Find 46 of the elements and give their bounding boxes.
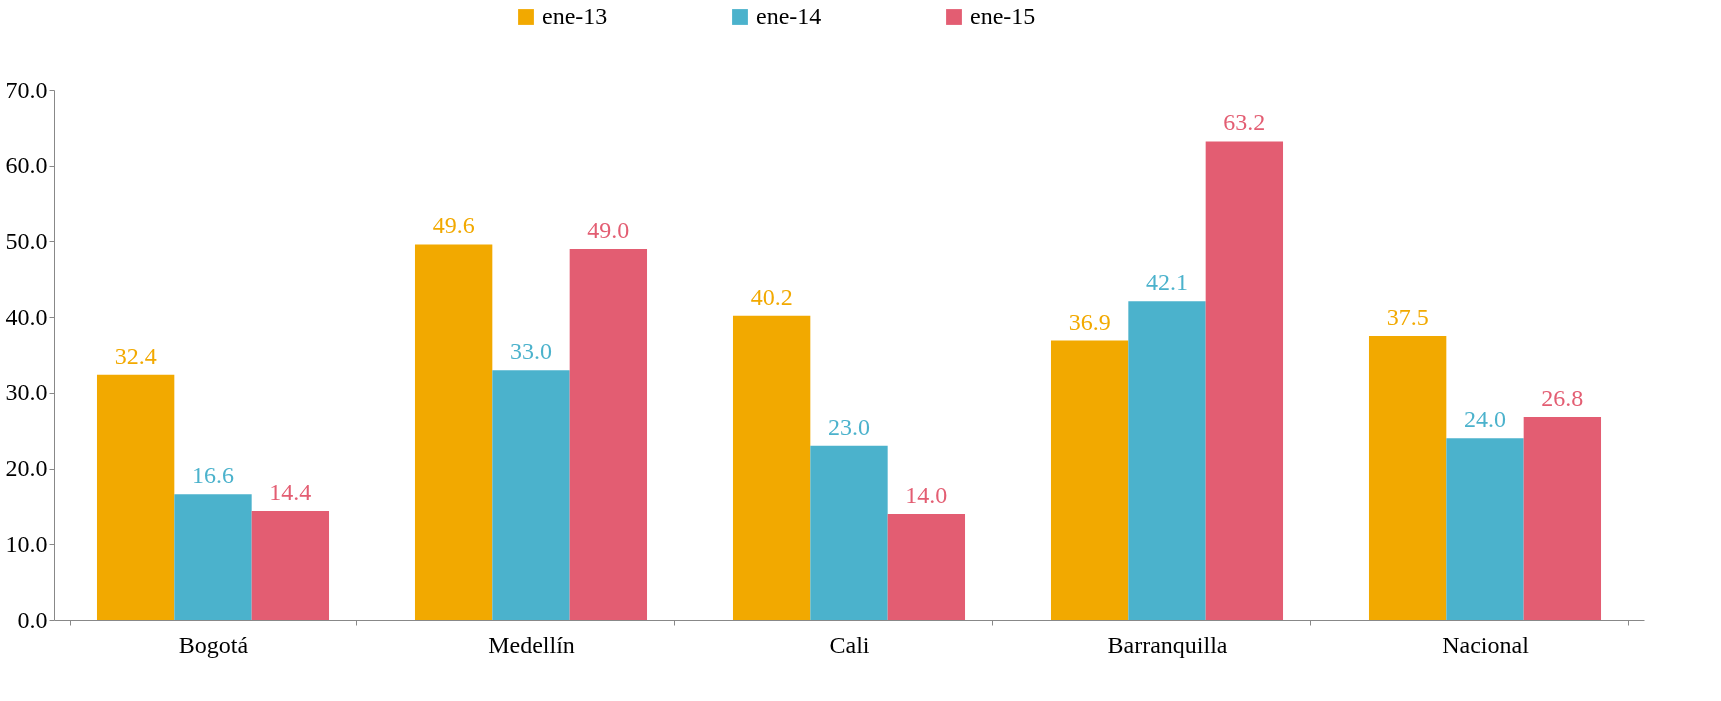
y-tick-label: 40.0	[5, 303, 48, 330]
bar	[414, 244, 493, 620]
legend-label: ene-13	[542, 3, 608, 29]
legend-label: ene-15	[970, 3, 1036, 29]
y-tick-label: 10.0	[5, 530, 48, 557]
data-label: 26.8	[1541, 385, 1584, 412]
y-tick-label: 60.0	[5, 152, 48, 179]
data-label: 23.0	[828, 413, 870, 440]
bar	[251, 510, 330, 620]
y-tick-label: 70.0	[5, 76, 48, 103]
data-label: 16.6	[192, 462, 234, 489]
bar	[732, 315, 811, 620]
data-label: 49.6	[432, 212, 475, 239]
x-tick-label: Barranquilla	[1107, 631, 1228, 658]
data-label: 49.0	[587, 217, 630, 243]
y-tick-label: 30.0	[5, 379, 48, 406]
bar	[1050, 340, 1129, 620]
y-tick-label: 20.0	[5, 455, 48, 482]
bar	[1368, 336, 1447, 620]
data-label: 40.2	[750, 283, 793, 310]
data-label: 33.0	[510, 338, 552, 365]
legend-label: ene-14	[756, 3, 822, 29]
bar	[1446, 438, 1524, 620]
bar	[174, 494, 252, 620]
data-label: 32.4	[114, 342, 157, 369]
data-label: 36.9	[1068, 308, 1111, 335]
data-label: 14.0	[905, 482, 948, 508]
data-label: 42.1	[1146, 269, 1188, 296]
bar	[492, 370, 570, 620]
data-label: 63.2	[1223, 109, 1266, 136]
bar	[569, 249, 648, 620]
data-label: 37.5	[1386, 304, 1429, 331]
x-tick-label: Cali	[829, 631, 870, 658]
bar	[810, 445, 888, 620]
y-tick-label: 0.0	[17, 606, 48, 633]
bar	[887, 514, 966, 620]
data-label: 14.4	[269, 478, 312, 505]
bar	[1523, 417, 1602, 620]
y-tick-label: 50.0	[5, 227, 48, 254]
bar	[1128, 301, 1206, 620]
x-tick-label: Bogotá	[178, 631, 249, 658]
x-tick-label: Nacional	[1442, 631, 1530, 658]
bar	[1205, 141, 1284, 620]
x-tick-label: Medellín	[488, 631, 575, 658]
data-label: 24.0	[1464, 406, 1506, 433]
bar	[96, 374, 175, 620]
